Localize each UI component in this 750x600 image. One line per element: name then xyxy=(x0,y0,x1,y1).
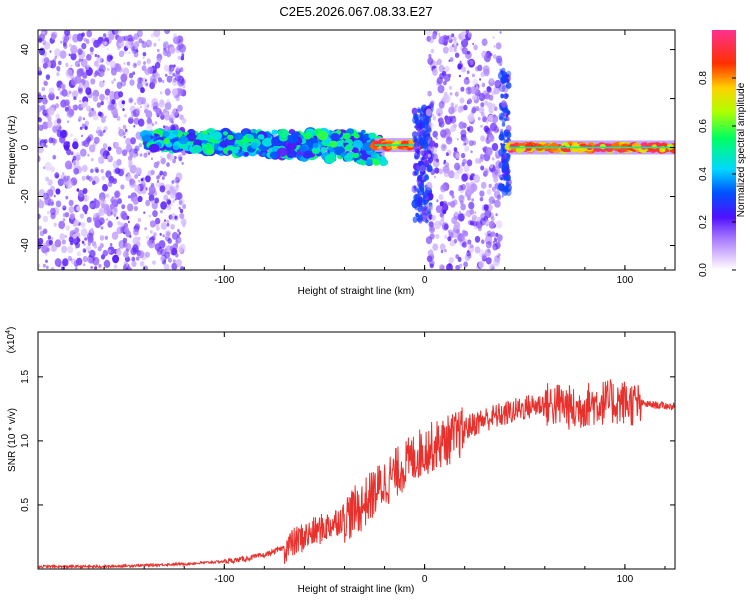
colorbar-tick-label: 0.8 xyxy=(698,71,709,85)
spectrogram-ytick-label: 20 xyxy=(20,93,31,105)
snr-panel: -100 0 100 0.5 1.0 1.5 Height of straight lin… xyxy=(5,327,676,595)
heatmap-ringing-at-40 xyxy=(497,67,512,198)
snr-scale-exponent: 4 xyxy=(5,330,12,334)
spectrogram-heatmap xyxy=(38,30,675,270)
colorbar-label: Normalized spectral amplitude xyxy=(736,82,747,217)
snr-axes: -100 0 100 0.5 1.0 1.5 xyxy=(20,332,675,585)
snr-ylabel: SNR (10 * v/v) xyxy=(7,408,18,472)
colorbar-tick-label: 0.0 xyxy=(698,263,709,277)
heatmap-dispersive-signal xyxy=(139,127,389,167)
spectrogram-xtick-label: 100 xyxy=(617,275,634,286)
snr-xlabel: Height of straight line (km) xyxy=(298,584,415,595)
heatmap-narrow-signal-a xyxy=(369,138,424,153)
snr-scale-prefix: (x10 xyxy=(6,333,17,353)
colorbar-ticks: 0.0 0.2 0.4 0.6 0.8 xyxy=(698,71,736,277)
snr-series-line xyxy=(38,379,675,569)
spectrogram-ytick-label: -20 xyxy=(20,189,31,204)
colorbar-tick-label: 0.4 xyxy=(698,167,709,181)
snr-scale-label: (x104) xyxy=(5,327,17,354)
snr-scale-close: ) xyxy=(6,327,17,330)
svg-text:(x104): (x104) xyxy=(5,327,17,354)
spectrogram-ytick-label: 40 xyxy=(20,44,31,56)
colorbar-tick-label: 0.2 xyxy=(698,215,709,229)
figure-title: C2E5.2026.067.08.33.E27 xyxy=(279,4,432,19)
colorbar-tick-label: 0.6 xyxy=(698,119,709,133)
spectrogram-frame xyxy=(37,29,676,271)
spectrogram-ylabel: Frequency (Hz) xyxy=(7,116,18,185)
snr-ytick-label: 1.5 xyxy=(20,369,31,383)
colorbar: 0.0 0.2 0.4 0.6 0.8 Normalized spectral ampl… xyxy=(698,30,747,277)
spectrogram-ytick-label: -40 xyxy=(20,238,31,253)
spectrogram-axes: -100 0 100 -40 -20 0 20 40 xyxy=(20,30,675,286)
heatmap-narrow-signal-b xyxy=(504,140,675,155)
colorbar-gradient xyxy=(712,30,736,270)
spectrogram-xlabel: Height of straight line (km) xyxy=(298,286,415,297)
snr-xtick-label: -100 xyxy=(214,574,234,585)
heatmap-noise-region-left xyxy=(38,30,187,270)
snr-ytick-label: 1.0 xyxy=(20,434,31,448)
spectrogram-ytick-label: 0 xyxy=(20,144,31,150)
spectrogram-xtick-label: 0 xyxy=(422,275,428,286)
heatmap-noise-region-mid xyxy=(425,30,503,270)
spectrogram-xtick-label: -100 xyxy=(214,275,234,286)
snr-frame xyxy=(37,331,676,570)
snr-xtick-label: 100 xyxy=(617,574,634,585)
snr-ytick-label: 0.5 xyxy=(20,498,31,512)
snr-xtick-label: 0 xyxy=(422,574,428,585)
spectrogram-panel: -100 0 100 -40 -20 0 20 40 Height of straight l… xyxy=(7,29,676,297)
